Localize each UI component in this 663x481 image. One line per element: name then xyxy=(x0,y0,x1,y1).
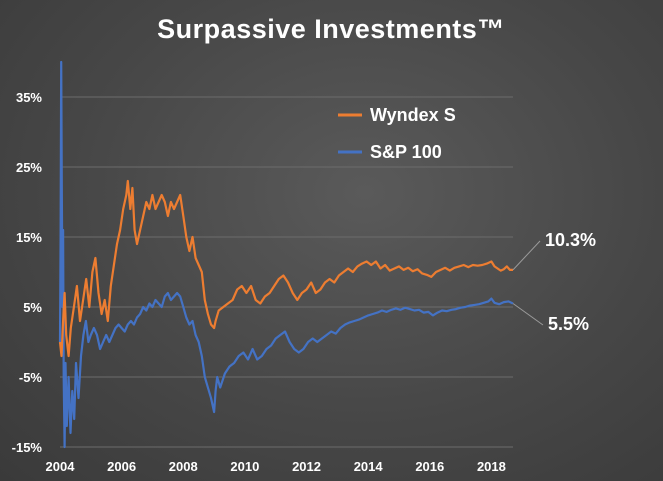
y-tick-label: 15% xyxy=(16,230,42,245)
x-tick-label: 2018 xyxy=(477,459,506,474)
x-tick-label: 2006 xyxy=(107,459,136,474)
end-label-leader xyxy=(512,240,541,271)
x-tick-label: 2012 xyxy=(292,459,321,474)
x-tick-label: 2016 xyxy=(415,459,444,474)
y-tick-label: 5% xyxy=(23,300,42,315)
x-tick-label: 2010 xyxy=(230,459,259,474)
x-tick-label: 2004 xyxy=(46,459,76,474)
legend-label-wyndex: Wyndex S xyxy=(370,105,456,125)
series-lines xyxy=(58,60,514,449)
end-labels: 10.3% 5.5% xyxy=(512,230,596,334)
y-axis-ticks: 35% 25% 15% 5% -5% -15% xyxy=(12,90,43,455)
series-line-wyndex xyxy=(58,179,513,358)
gridlines xyxy=(60,96,513,448)
y-tick-label: -5% xyxy=(19,370,43,385)
end-label-sp100: 5.5% xyxy=(548,314,589,334)
y-tick-label: -15% xyxy=(12,440,43,455)
end-label-wyndex: 10.3% xyxy=(545,230,596,250)
legend-label-sp100: S&P 100 xyxy=(370,142,442,162)
y-tick-label: 35% xyxy=(16,90,42,105)
chart-title: Surpassive Investments™ xyxy=(157,14,505,44)
series-line-sp100 xyxy=(58,60,514,449)
y-tick-label: 25% xyxy=(16,160,42,175)
x-tick-label: 2008 xyxy=(169,459,198,474)
x-axis-ticks: 2004 2006 2008 2010 2012 2014 2016 2018 xyxy=(46,459,506,474)
end-label-leader xyxy=(512,303,544,326)
x-tick-label: 2014 xyxy=(354,459,384,474)
legend: Wyndex S S&P 100 xyxy=(338,105,456,162)
